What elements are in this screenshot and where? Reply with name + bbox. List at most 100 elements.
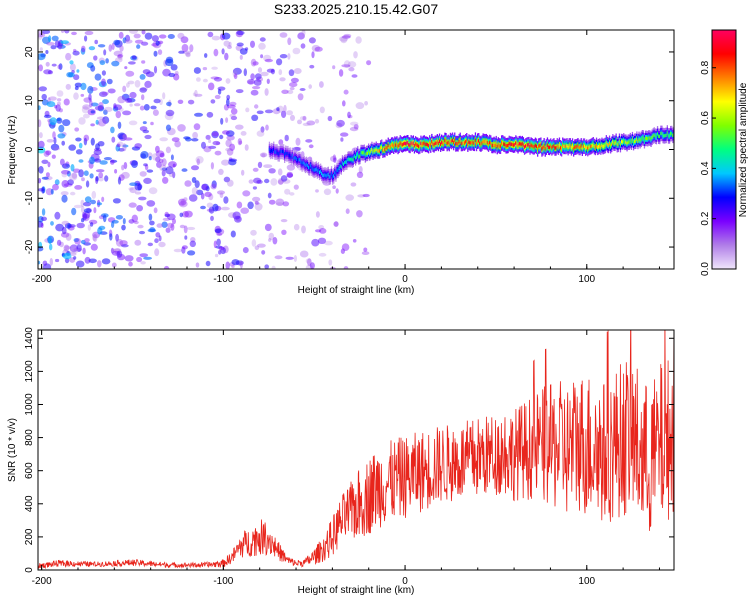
spectrogram-ridge-cell — [323, 173, 325, 178]
spectrogram-noise-blob — [128, 219, 135, 224]
spectrogram-noise-blob — [93, 55, 98, 61]
spectrogram-noise-blob — [235, 124, 244, 130]
spectrogram-noise-blob — [43, 69, 52, 75]
spectrogram-ridge-cell — [515, 141, 517, 145]
spectrogram-noise-blob — [215, 245, 223, 249]
spectrogram-noise-blob — [153, 50, 158, 57]
spectrogram-ridge-cell — [442, 141, 444, 145]
spectrogram-noise-blob — [109, 233, 113, 241]
spectrogram-ridge-cell — [345, 160, 347, 164]
spectrogram-noise-blob — [42, 30, 51, 34]
spectrogram-noise-blob — [333, 157, 337, 163]
spectrogram-ridge-cell — [525, 144, 527, 148]
spectrogram-noise-blob — [315, 229, 322, 233]
spectrogram-ridge-cell — [532, 145, 534, 149]
spectrogram-ridge-cell — [444, 138, 446, 143]
spectrogram-noise-blob — [202, 67, 208, 71]
spectrogram-ridge-cell — [429, 141, 431, 145]
spectrogram-ridge-cell — [651, 135, 653, 139]
spectrogram-noise-blob — [138, 196, 147, 201]
spectrogram-noise-blob — [40, 222, 44, 228]
spectrogram-noise-blob — [318, 252, 327, 257]
spectrogram-ridge-cell — [453, 140, 455, 145]
spectrogram-noise-blob — [226, 98, 230, 107]
spectrogram-noise-blob — [76, 244, 82, 253]
spectrogram-noise-blob — [264, 223, 272, 232]
spectrogram-noise-blob — [124, 66, 128, 70]
spectrogram-ridge-cell — [318, 170, 321, 174]
spectrogram-ridge-cell — [372, 150, 374, 154]
spectrogram-ridge-cell — [495, 142, 497, 146]
spectrogram-noise-blob — [89, 156, 95, 165]
spectrogram-ridge-cell — [580, 144, 582, 148]
spectrogram-noise-blob — [88, 46, 96, 51]
spectrogram-noise-blob — [300, 43, 306, 49]
spectrogram-noise-blob — [46, 42, 55, 46]
spectrogram-noise-blob — [149, 220, 155, 226]
spectrogram-ridge-cell — [486, 141, 489, 145]
spectrogram-noise-blob — [74, 204, 83, 209]
spectrogram-noise-blob — [156, 161, 162, 168]
spectrogram-ridge-cell — [407, 141, 409, 145]
spectrogram-ridge-cell — [531, 144, 533, 148]
spectrogram-noise-blob — [206, 111, 214, 118]
spectrogram-noise-blob — [281, 229, 287, 235]
spectrogram-noise-blob — [267, 192, 272, 199]
spectrogram-noise-blob — [260, 126, 265, 133]
spectrogram-y-tick-label: 0 — [24, 146, 35, 152]
spectrogram-noise-blob — [181, 246, 186, 254]
spectrogram-noise-blob — [57, 133, 66, 139]
spectrogram-ridge-cell — [631, 137, 634, 142]
spectrogram-noise-blob — [60, 191, 69, 196]
spectrogram-noise-blob — [166, 213, 176, 221]
spectrogram-noise-blob — [98, 172, 104, 179]
spectrogram-noise-blob — [97, 202, 103, 206]
spectrogram-noise-blob — [347, 111, 351, 119]
spectrogram-noise-blob — [82, 212, 87, 221]
spectrogram-noise-blob — [73, 256, 77, 260]
spectrogram-noise-blob — [46, 139, 54, 143]
spectrogram-noise-blob — [38, 221, 44, 228]
spectrogram-ridge-cell — [411, 142, 413, 146]
spectrogram-noise-blob — [225, 261, 230, 269]
spectrogram-noise-blob — [290, 77, 299, 83]
spectrogram-noise-blob — [72, 168, 81, 173]
spectrogram-noise-blob — [293, 184, 299, 190]
spectrogram-ridge-cell — [275, 150, 277, 154]
spectrogram-ridge-cell — [386, 146, 388, 150]
spectrogram-ridge-cell — [623, 139, 625, 143]
spectrogram-noise-blob — [311, 44, 321, 52]
spectrogram-noise-blob — [191, 177, 197, 183]
spectrogram-ridge-cell — [581, 146, 583, 150]
spectrogram-noise-blob — [307, 258, 312, 266]
spectrogram-ridge-cell — [672, 133, 674, 137]
spectrogram-y-tick-label: 20 — [24, 46, 35, 58]
spectrogram-noise-blob — [200, 205, 206, 210]
spectrogram-noise-blob — [217, 190, 225, 195]
spectrogram-noise-blob — [134, 191, 142, 195]
spectrogram-ridge-cell — [506, 144, 508, 148]
spectrogram-noise-blob — [210, 215, 214, 221]
spectrogram-noise-blob — [49, 258, 53, 266]
spectrogram-noise-blob — [129, 103, 133, 107]
spectrogram-ridge-cell — [342, 162, 345, 166]
spectrogram-noise-blob — [158, 241, 166, 248]
spectrogram-noise-blob — [136, 44, 141, 49]
spectrogram-ridge-cell — [594, 145, 597, 150]
spectrogram-noise-blob — [133, 220, 139, 225]
spectrogram-ridge-cell — [313, 168, 315, 172]
spectrogram-ridge-cell — [639, 139, 641, 143]
spectrogram-ridge-cell — [618, 139, 621, 143]
spectrogram-ridge-cell — [652, 134, 654, 138]
spectrogram-noise-blob — [61, 140, 65, 146]
spectrogram-ridge-cell — [325, 174, 327, 178]
spectrogram-noise-blob — [231, 259, 240, 266]
spectrogram-ridge-cell — [387, 143, 389, 148]
spectrogram-noise-blob — [51, 63, 57, 67]
spectrogram-noise-blob — [230, 115, 238, 121]
spectrogram-ridge-cell — [289, 153, 291, 157]
spectrogram-ridge-cell — [543, 144, 545, 148]
spectrogram-ridge-cell — [579, 145, 581, 150]
spectrogram-noise-blob — [98, 81, 107, 88]
spectrogram-ridge-cell — [643, 139, 646, 143]
